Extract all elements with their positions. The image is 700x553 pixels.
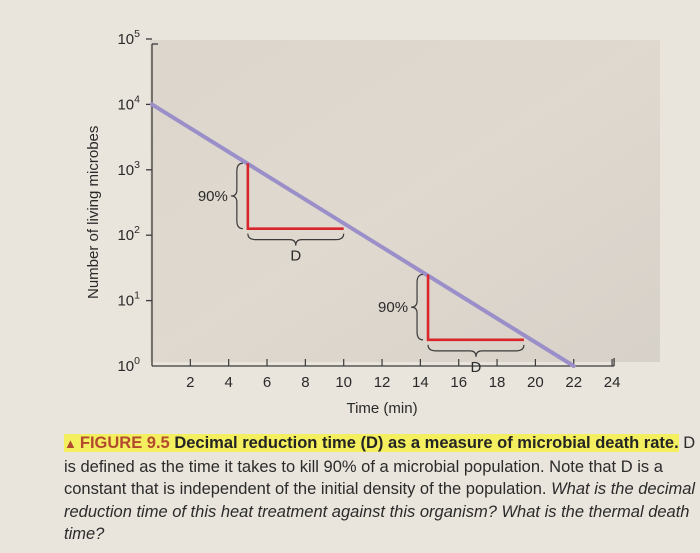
x-tick-label: 22 xyxy=(565,374,582,391)
caption-body: D is defined as the time it takes to kil… xyxy=(64,434,696,498)
percent-label: 90% xyxy=(378,299,408,316)
x-tick-label: 8 xyxy=(301,374,309,391)
x-tick-label: 2 xyxy=(186,374,194,391)
x-tick-label: 16 xyxy=(450,374,467,391)
caption-heading: ▲ FIGURE 9.5 Decimal reduction time (D) a… xyxy=(64,434,679,452)
reduction-marker-1 xyxy=(246,163,344,230)
x-tick-label: 10 xyxy=(335,374,352,391)
reduction-marker-2 xyxy=(426,274,524,342)
y-tick-label: 105 xyxy=(117,28,140,48)
percent-brace-1 xyxy=(230,162,243,230)
y-tick-label: 102 xyxy=(117,224,140,244)
x-tick-label: 6 xyxy=(263,374,271,391)
x-tick-label: 4 xyxy=(225,374,233,391)
x-axis-title: Time (min) xyxy=(346,400,417,417)
y-tick-label: 100 xyxy=(117,355,140,375)
figure-caption: ▲ FIGURE 9.5 Decimal reduction time (D) a… xyxy=(64,432,696,546)
x-tick-label: 18 xyxy=(489,374,506,391)
y-tick-label: 101 xyxy=(117,290,140,310)
x-tick-label: 14 xyxy=(412,374,429,391)
y-tick-label: 103 xyxy=(117,159,140,179)
percent-brace-2 xyxy=(411,273,424,341)
x-tick-label: 20 xyxy=(527,374,544,391)
x-tick-label: 12 xyxy=(374,374,391,391)
caption-title: Decimal reduction time (D) as a measure … xyxy=(174,434,679,452)
plot-area xyxy=(150,40,660,362)
caption-figure-number: FIGURE 9.5 xyxy=(79,434,170,452)
time-brace-1 xyxy=(247,233,345,246)
y-tick-label: 104 xyxy=(117,93,140,113)
time-brace-2 xyxy=(427,344,525,357)
death-curve-line xyxy=(150,102,576,368)
d-label: D xyxy=(471,359,482,376)
percent-label: 90% xyxy=(198,188,228,205)
caption-questions: What is the decimal reduction time of th… xyxy=(64,480,696,543)
d-label: D xyxy=(290,248,301,265)
caption-triangle-icon: ▲ xyxy=(64,436,77,451)
x-tick-label: 24 xyxy=(604,374,621,391)
y-axis-title: Number of living microbes xyxy=(85,126,102,299)
